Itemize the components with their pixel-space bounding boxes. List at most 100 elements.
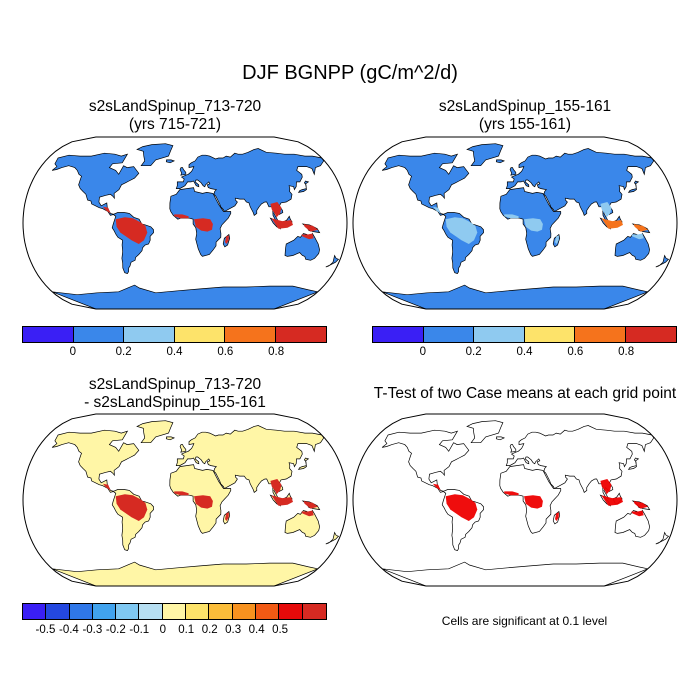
landmass-namerica: [51, 429, 140, 493]
landmass-iceland: [165, 159, 176, 164]
region-amazon: [445, 217, 478, 244]
colorbar-tick-label: 0.4: [166, 346, 183, 358]
colorbar-swatch: [423, 327, 474, 342]
colorbar-swatch: [23, 327, 74, 342]
colorbar-tick-label: 0.3: [225, 624, 242, 636]
colorbar-swatch: [116, 604, 140, 619]
map-border: [352, 136, 678, 310]
colorbar-tick-label: -0.3: [82, 624, 103, 636]
region-amazon: [115, 494, 148, 521]
landmass-namerica: [51, 152, 140, 216]
region-madag: [555, 512, 559, 521]
region-aus_n: [301, 233, 314, 240]
region-centam: [432, 206, 441, 214]
colorbar-tick-label: 0: [419, 346, 427, 358]
landmass-greenland: [466, 420, 504, 444]
map-border: [22, 413, 348, 587]
region-centam: [102, 206, 111, 214]
colorbar-swatch: [69, 604, 93, 619]
landmass-japan: [627, 457, 640, 470]
panel-title-case1: s2sLandSpinup_713-720 (yrs 715-721): [25, 98, 325, 134]
landmass-eurasia: [175, 425, 325, 500]
colorbar-swatch: [162, 604, 187, 619]
region-aus_n: [301, 510, 314, 517]
colorbar-case1: [22, 326, 327, 343]
figure-title: DJF BGNPP (gC/m^2/d): [242, 62, 458, 84]
landmass-namerica: [381, 152, 470, 216]
landmass-greenland: [466, 143, 504, 167]
landmass-iceland: [495, 436, 506, 441]
landmass-antarctica: [382, 561, 650, 586]
landmass-japan: [297, 457, 310, 470]
landmass-antarctica: [382, 284, 650, 309]
map-ttest: [352, 413, 678, 587]
colorbar-swatch: [73, 327, 124, 342]
colorbar-tick-label: 0.6: [217, 346, 234, 358]
panel-title-ttest-line1: T-Test of two Case means at each grid po…: [373, 385, 677, 402]
colorbar-tick-label: 0.6: [567, 346, 584, 358]
landmass-japan: [297, 180, 310, 193]
map-case2: [352, 136, 678, 310]
colorbar-swatch: [474, 327, 525, 342]
colorbar-swatch: [46, 604, 70, 619]
region-madag: [225, 512, 229, 521]
colorbar-swatch: [302, 604, 326, 619]
panel-title-case2-line1: s2sLandSpinup_155-161: [438, 98, 612, 115]
region-indonesia: [601, 218, 623, 229]
region-png: [633, 501, 648, 509]
region-png: [303, 501, 318, 509]
colorbar-tick-label: 0.2: [115, 346, 132, 358]
colorbar-swatch: [373, 327, 424, 342]
region-madag: [225, 235, 229, 244]
region-congo: [524, 218, 543, 232]
colorbar-swatch: [275, 327, 326, 342]
panel-title-difference: s2sLandSpinup_713-720 - s2sLandSpinup_15…: [25, 376, 325, 412]
colorbar-tick-label: 0.2: [465, 346, 482, 358]
landmass-eurasia: [505, 148, 655, 223]
colorbar-tick-label: 0.8: [618, 346, 635, 358]
landmass-nz: [655, 531, 670, 545]
panel-title-case1-line1: s2sLandSpinup_713-720: [88, 98, 262, 115]
colorbar-swatch: [625, 327, 676, 342]
region-seasia: [270, 479, 282, 495]
colorbar-swatch: [23, 604, 47, 619]
landmass-uk: [179, 167, 187, 176]
landmass-nz: [325, 254, 340, 268]
region-congo: [194, 218, 213, 232]
landmass-antarctica: [52, 561, 320, 586]
colorbar-tick-label: 0.8: [268, 346, 285, 358]
region-png: [303, 224, 318, 232]
colorbar-case2-labels: 0 0.2 0.4 0.6 0.8: [372, 346, 677, 360]
panel-title-case2-line2: (yrs 155-161): [478, 116, 572, 133]
colorbar-tick-label: -0.2: [105, 624, 126, 636]
panel-title-case2: s2sLandSpinup_155-161 (yrs 155-161): [375, 98, 675, 134]
colorbar-tick-label: 0.4: [516, 346, 533, 358]
colorbar-tick-label: 0.2: [201, 624, 218, 636]
colorbar-swatch: [124, 327, 175, 342]
region-westafrica: [504, 491, 519, 496]
colorbar-swatch: [92, 604, 117, 619]
colorbar-difference: [22, 603, 327, 620]
colorbar-swatch: [209, 604, 233, 619]
region-indonesia: [271, 218, 293, 229]
region-seasia: [270, 202, 282, 218]
landmass-uk: [179, 444, 187, 453]
colorbar-swatch: [524, 327, 575, 342]
panel-title-ttest: T-Test of two Case means at each grid po…: [340, 385, 700, 403]
region-centam: [432, 483, 441, 491]
map-case1: [22, 136, 348, 310]
colorbar-tick-label: -0.5: [35, 624, 56, 636]
landmass-uk: [509, 444, 517, 453]
landmass-eurasia: [505, 425, 655, 500]
region-indonesia: [601, 495, 623, 506]
region-aus_n: [631, 510, 644, 517]
landmass-nz: [655, 254, 670, 268]
colorbar-case1-labels: 0 0.2 0.4 0.6 0.8: [22, 346, 327, 360]
colorbar-swatch: [575, 327, 626, 342]
colorbar-swatch: [139, 604, 163, 619]
region-westafrica: [174, 491, 189, 496]
colorbar-tick-label: 0.1: [178, 624, 195, 636]
landmass-namerica: [381, 429, 470, 493]
map-border: [22, 136, 348, 310]
region-madag: [555, 235, 559, 244]
